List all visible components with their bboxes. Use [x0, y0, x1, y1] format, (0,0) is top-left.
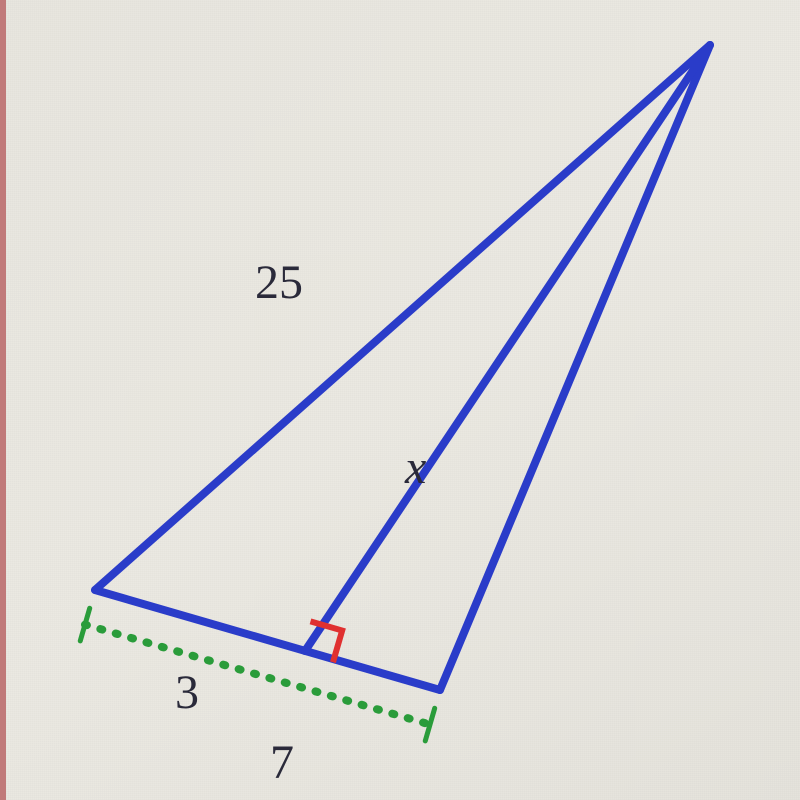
label-segment: 3 [175, 665, 199, 720]
label-base: 7 [270, 735, 294, 790]
diagram-canvas: 25 x 3 7 [0, 0, 800, 800]
triangle-svg [0, 0, 800, 800]
triangle-outline [95, 45, 710, 690]
label-altitude: x [405, 440, 426, 495]
label-hypotenuse: 25 [255, 255, 303, 310]
